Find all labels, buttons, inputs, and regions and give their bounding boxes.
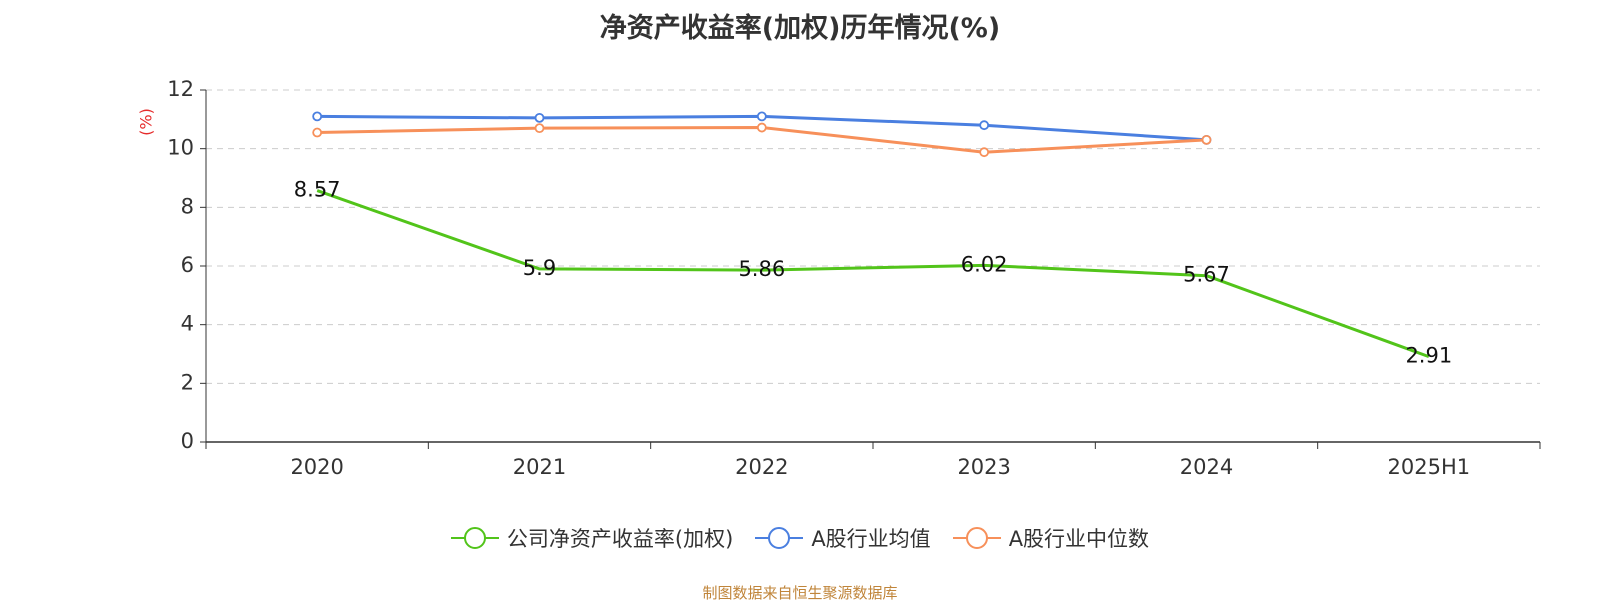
data-label: 5.9 [523,256,556,280]
data-label: 8.57 [294,178,341,202]
data-point [534,112,545,123]
data-point [534,123,545,134]
series-lines [312,111,1430,359]
legend-line-circle-icon [952,527,1001,549]
x-tick-label: 2022 [735,455,788,479]
source-note: 制图数据来自恒生聚源数据库 [702,584,898,602]
data-point [312,111,323,122]
data-point [979,147,990,158]
data-label: 5.67 [1183,263,1230,287]
x-tick-label: 2024 [1180,455,1233,479]
axes: 0 2 4 6 8 10 12 2020 2021 2022 2023 2024 2025H1 [167,77,1541,479]
x-tick-label: 2020 [290,455,343,479]
data-point [1201,134,1212,145]
x-tick-label: 2023 [957,455,1010,479]
y-tick-label: 6 [181,253,194,277]
legend-label: A股行业中位数 [1008,527,1150,551]
legend-circle [463,527,486,549]
legend-item-industry-median[interactable]: A股行业中位数 [952,523,1150,553]
grid-lines [206,89,1540,384]
data-labels: 8.57 5.9 5.86 6.02 5.67 2.91 [294,178,1452,368]
data-label: 2.91 [1405,344,1452,368]
x-tick-label: 2021 [513,455,566,479]
legend-item-industry-average[interactable]: A股行业均值 [755,523,931,553]
data-point [756,111,767,122]
legend-line-circle-icon [450,527,499,549]
legend: 公司净资产收益率(加权) A股行业均值 A股行业中位数 [0,523,1600,553]
y-tick-label: 12 [167,77,194,101]
x-tick-label: 2025H1 [1388,455,1471,479]
data-point [756,122,767,133]
legend-line-circle-icon [755,527,804,549]
data-label: 5.86 [738,257,785,281]
data-label: 6.02 [961,252,1008,276]
legend-label: A股行业均值 [811,527,931,551]
series-line [316,189,1430,359]
chart-title: 净资产收益率(加权)历年情况(%) [599,13,1001,44]
y-tick-label: 4 [181,312,194,336]
data-point [979,120,990,131]
legend-circle [965,527,988,549]
legend-label: 公司净资产收益率(加权) [506,527,734,551]
legend-item-company[interactable]: 公司净资产收益率(加权) [450,523,734,553]
legend-circle [768,527,791,549]
data-point [312,127,323,138]
y-tick-label: 0 [181,429,194,453]
y-tick-label: 2 [181,370,194,394]
y-tick-label: 8 [181,194,194,218]
y-tick-label: 10 [167,136,194,160]
y-axis-label: (%) [137,108,156,136]
